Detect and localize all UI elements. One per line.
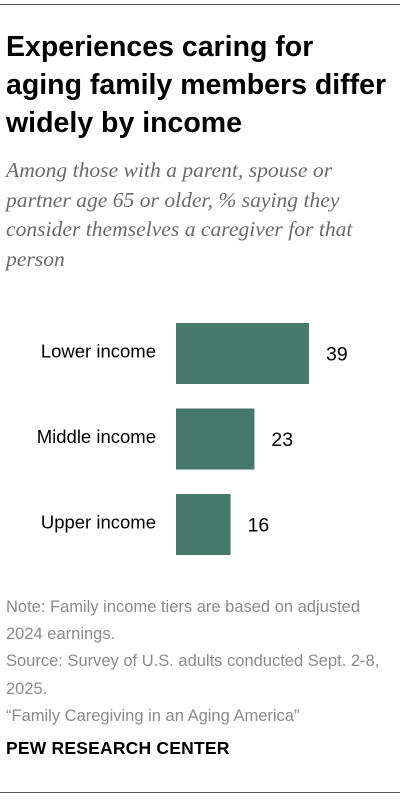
source-text: Source: Survey of U.S. adults conducted … (6, 652, 380, 698)
category-label: Upper income (41, 511, 156, 532)
note-text: Note: Family income tiers are based on a… (6, 598, 361, 644)
report-title: “Family Caregiving in an Aging America” (6, 706, 300, 725)
value-label: 23 (271, 429, 293, 451)
chart-title: Experiences caring for aging family memb… (6, 31, 387, 139)
bar (176, 408, 255, 470)
chart-notes: Note: Family income tiers are based on a… (6, 594, 396, 730)
bottom-rule (0, 792, 400, 793)
category-label: Lower income (41, 340, 156, 361)
brand-logo-text: PEW RESEARCH CENTER (6, 738, 230, 758)
value-label: 39 (326, 344, 348, 366)
category-label: Middle income (37, 426, 156, 447)
bar-chart: Lower income 39 Middle income 23 Upper incom… (0, 300, 400, 580)
bar (176, 323, 309, 384)
bar-chart-svg: Lower income 39 Middle income 23 Upper incom… (37, 323, 348, 555)
value-label: 16 (248, 515, 270, 537)
top-rule (0, 4, 400, 5)
chart-subtitle: Among those with a parent, spouse or par… (6, 158, 353, 271)
bar (176, 494, 231, 555)
